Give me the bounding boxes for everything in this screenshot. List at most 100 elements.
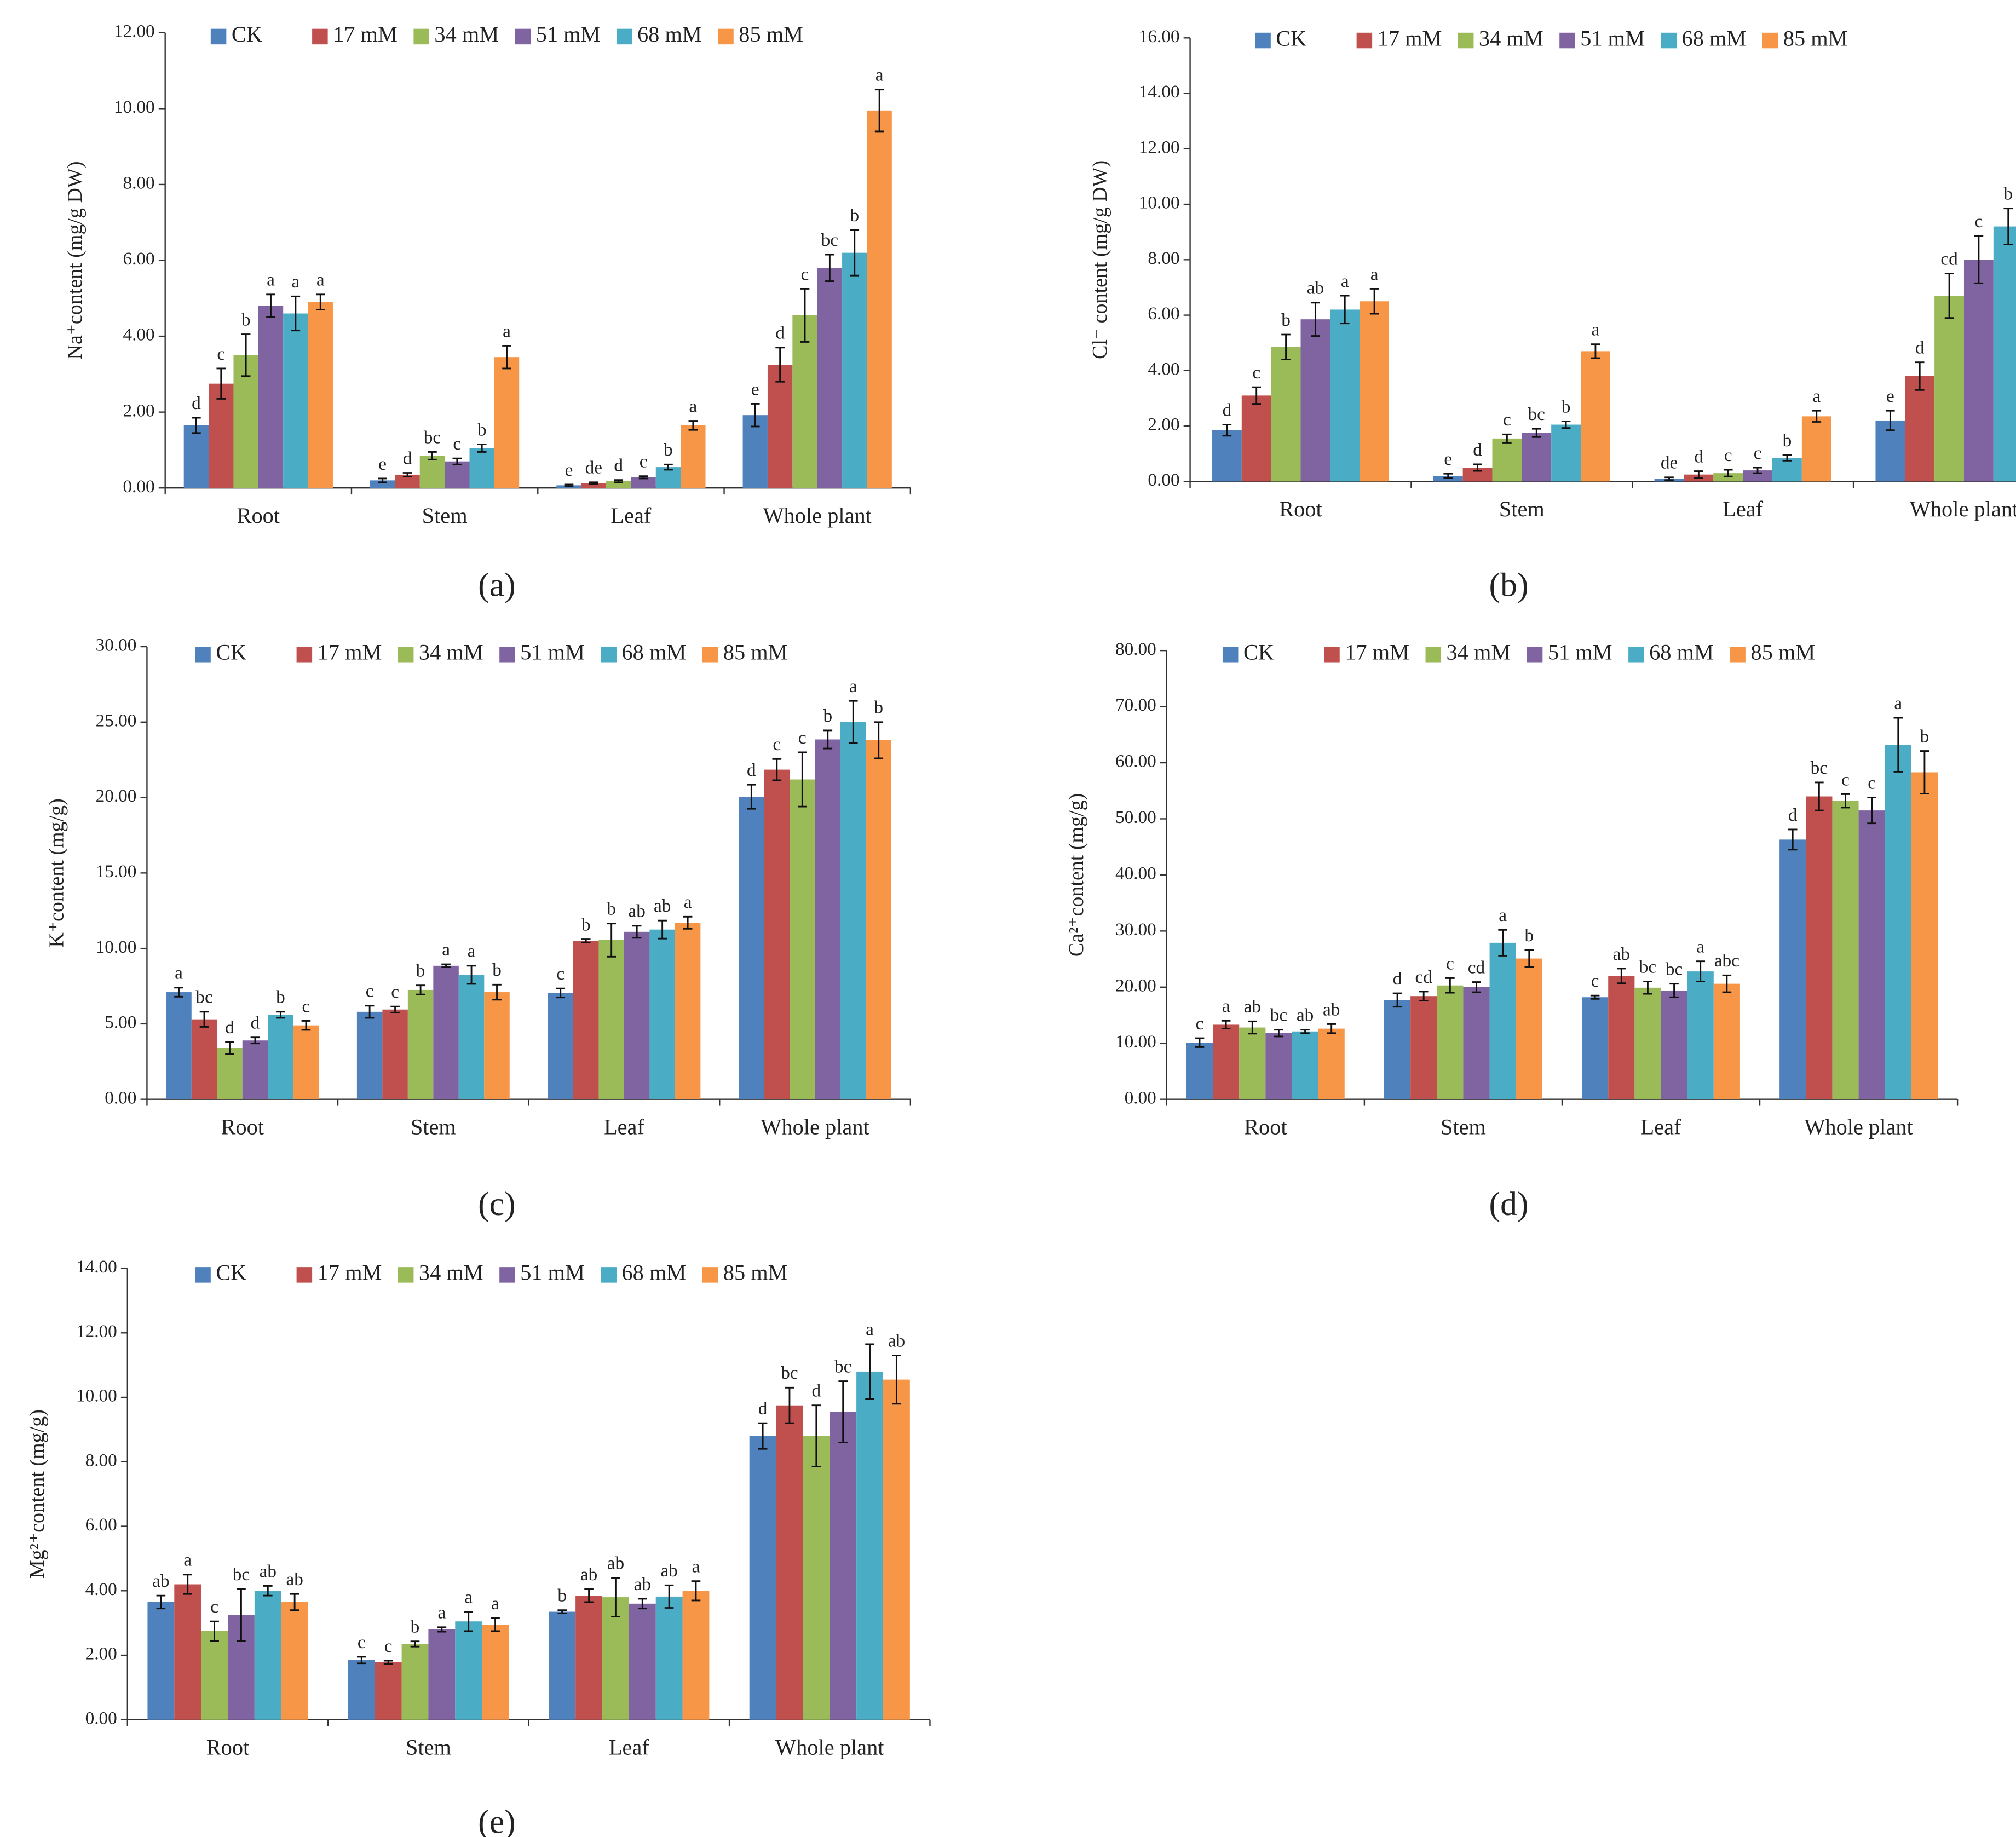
error-bar (416, 984, 425, 995)
bar (739, 797, 764, 1099)
bar (209, 383, 234, 488)
bar (382, 1009, 408, 1099)
error-bar (1753, 467, 1762, 474)
significance-letter: a (1894, 693, 1902, 713)
bar (1463, 987, 1490, 1099)
bar (183, 425, 209, 488)
y-axis-title: K⁺content (mg/g) (45, 798, 68, 947)
significance-letter: bc (821, 230, 838, 250)
bar (1661, 990, 1687, 1099)
error-bar (892, 1355, 901, 1405)
x-tick-label: Whole plant (1910, 497, 2016, 521)
legend-label: CK (1276, 26, 1306, 50)
bar (407, 989, 434, 1099)
significance-letter: c (1591, 971, 1599, 991)
significance-letter: a (866, 1320, 874, 1340)
bar (1186, 1043, 1213, 1099)
significance-letter: b (664, 440, 673, 460)
bar (682, 1591, 710, 1720)
legend-label: CK (216, 1260, 246, 1285)
error-bar (1815, 781, 1824, 811)
legend-label: 34 mM (1479, 26, 1543, 50)
legend-swatch (1661, 32, 1677, 49)
error-bar (632, 925, 642, 939)
bar (201, 1631, 228, 1720)
error-bar (838, 1380, 848, 1443)
legend-swatch (1628, 647, 1644, 663)
bar (1241, 395, 1271, 482)
y-tick-label: 2.00 (1148, 414, 1179, 435)
legend-label: 17 mM (1345, 640, 1409, 665)
error-bar (785, 1386, 794, 1424)
x-tick-label: Whole plant (763, 503, 871, 528)
legend-swatch (210, 28, 227, 45)
error-bar (683, 915, 693, 930)
bar (174, 1584, 201, 1720)
significance-letter: a (875, 65, 884, 85)
bar (1885, 745, 1911, 1099)
y-tick-label: 12.00 (114, 21, 155, 41)
bar (494, 357, 520, 488)
legend-swatch (499, 1267, 515, 1283)
error-bar (637, 1598, 647, 1610)
legend-label: 85 mM (723, 1260, 788, 1285)
legend-swatch (195, 1267, 211, 1283)
y-tick-label: 30.00 (1115, 919, 1156, 940)
x-tick-label: Root (237, 503, 280, 528)
error-bar (825, 254, 834, 283)
significance-letter: d (1223, 400, 1232, 420)
legend-swatch (515, 28, 531, 45)
error-bar (1723, 469, 1733, 477)
error-bar (210, 1620, 219, 1642)
error-bar (1195, 1037, 1205, 1048)
error-bar (1445, 977, 1455, 994)
legend-swatch (413, 28, 429, 45)
x-tick-label: Leaf (1723, 497, 1764, 521)
panel-label: (d) (1489, 1185, 1529, 1223)
error-bar (356, 1656, 366, 1665)
error-bar (410, 1640, 420, 1648)
significance-letter: c (773, 734, 781, 755)
significance-letter: a (1812, 386, 1821, 406)
bar (1911, 772, 1938, 1099)
y-tick-label: 4.00 (123, 325, 154, 345)
significance-letter: c (640, 452, 648, 472)
legend-swatch (195, 647, 211, 663)
legend-swatch (499, 647, 515, 663)
bar (883, 1379, 910, 1720)
bar (484, 992, 510, 1099)
significance-letter: a (442, 940, 450, 960)
legend-swatch (702, 1267, 718, 1283)
error-bar (1340, 295, 1350, 325)
error-bar (291, 295, 301, 332)
significance-letter: c (1446, 953, 1454, 974)
error-bar (800, 288, 810, 343)
bar (1318, 1028, 1345, 1099)
significance-letter: b (477, 419, 487, 440)
error-bar (1694, 470, 1703, 479)
significance-letter: a (1222, 996, 1230, 1016)
significance-letter: c (1196, 1013, 1204, 1034)
error-bar (2003, 208, 2013, 245)
y-tick-label: 2.00 (123, 400, 154, 421)
significance-letter: ab (1323, 999, 1340, 1020)
bar (817, 268, 843, 488)
bar (1581, 351, 1610, 482)
significance-letter: de (1661, 453, 1678, 473)
error-bar (492, 983, 502, 1001)
bar (792, 315, 817, 488)
x-tick-label: Stem (1441, 1115, 1486, 1139)
x-tick-label: Root (221, 1115, 264, 1139)
error-bar (241, 333, 251, 377)
bar (258, 306, 284, 488)
y-tick-label: 10.00 (1115, 1032, 1156, 1052)
significance-letter: c (801, 264, 809, 284)
x-tick-label: Stem (406, 1735, 451, 1760)
error-bar (1369, 288, 1379, 315)
legend-swatch (1730, 647, 1746, 663)
bar (1330, 309, 1360, 482)
y-tick-label: 30.00 (96, 635, 137, 655)
y-tick-label: 20.00 (96, 786, 137, 806)
y-tick-label: 15.00 (96, 861, 137, 882)
y-axis-title: Ca²⁺content (mg/g) (1065, 793, 1088, 957)
